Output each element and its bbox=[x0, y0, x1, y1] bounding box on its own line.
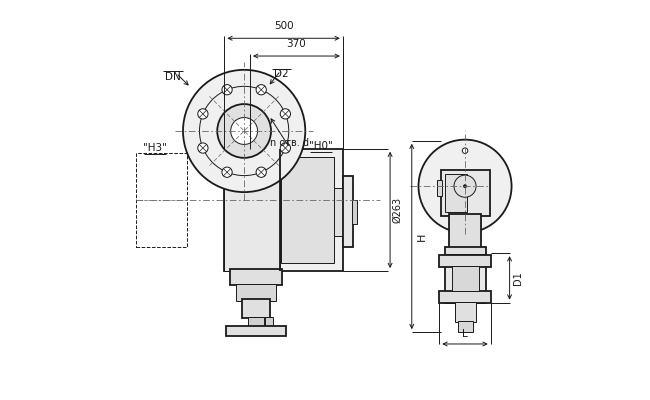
Bar bbox=[437, 180, 442, 196]
Bar bbox=[333, 188, 344, 236]
Bar bbox=[224, 149, 343, 271]
Circle shape bbox=[463, 185, 467, 188]
Circle shape bbox=[222, 85, 232, 95]
Circle shape bbox=[419, 140, 512, 233]
Text: D2: D2 bbox=[274, 69, 289, 79]
Bar bbox=[136, 153, 187, 247]
Text: 500: 500 bbox=[274, 21, 293, 31]
Text: DN: DN bbox=[165, 72, 181, 82]
Text: Ø263: Ø263 bbox=[392, 197, 402, 223]
Bar bbox=[281, 157, 334, 263]
Circle shape bbox=[183, 70, 306, 192]
Bar bbox=[445, 247, 486, 256]
Text: D1: D1 bbox=[513, 271, 523, 285]
Bar bbox=[445, 174, 467, 212]
Bar bbox=[449, 214, 481, 249]
Circle shape bbox=[280, 143, 291, 153]
Text: 370: 370 bbox=[287, 39, 306, 49]
Bar bbox=[265, 317, 273, 327]
Bar bbox=[230, 269, 281, 285]
Circle shape bbox=[198, 109, 208, 119]
Circle shape bbox=[256, 85, 266, 95]
Bar bbox=[248, 317, 264, 327]
Circle shape bbox=[217, 104, 271, 158]
Bar bbox=[439, 255, 491, 267]
Bar bbox=[236, 284, 276, 300]
Circle shape bbox=[454, 175, 476, 197]
Text: L: L bbox=[462, 329, 468, 339]
Bar bbox=[226, 326, 285, 336]
Text: n отв. d: n отв. d bbox=[270, 138, 309, 148]
Bar bbox=[248, 143, 268, 151]
Bar bbox=[224, 149, 280, 271]
Circle shape bbox=[222, 167, 232, 177]
Circle shape bbox=[256, 167, 266, 177]
Bar bbox=[445, 255, 486, 302]
Bar bbox=[458, 321, 473, 332]
Text: "Н0": "Н0" bbox=[309, 141, 333, 151]
Text: H: H bbox=[417, 232, 426, 241]
Bar bbox=[441, 170, 490, 216]
Circle shape bbox=[231, 118, 257, 144]
Text: "Н3": "Н3" bbox=[144, 143, 167, 153]
Bar bbox=[343, 176, 352, 247]
Circle shape bbox=[198, 143, 208, 153]
Circle shape bbox=[280, 109, 291, 119]
Bar bbox=[242, 299, 270, 318]
Circle shape bbox=[462, 148, 468, 154]
Bar bbox=[455, 302, 476, 322]
Bar bbox=[352, 200, 357, 224]
Bar bbox=[439, 291, 491, 302]
Bar bbox=[452, 266, 479, 291]
